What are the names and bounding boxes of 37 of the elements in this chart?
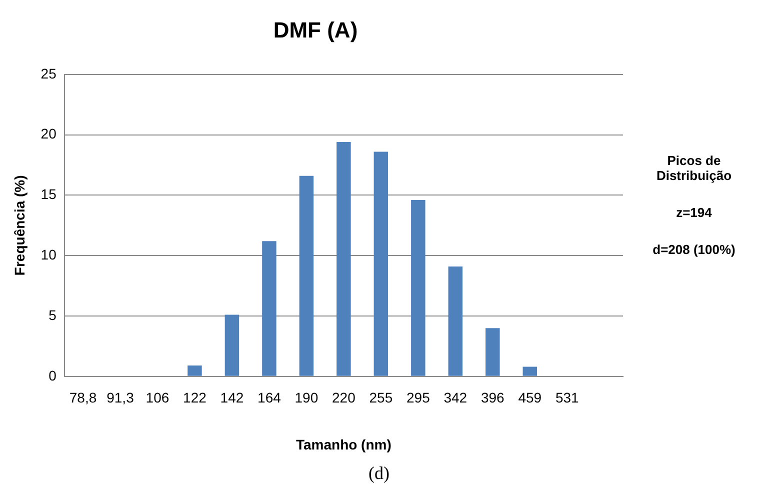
y-tick-label: 5 bbox=[48, 306, 57, 323]
x-tick-label: 91,3 bbox=[106, 390, 134, 406]
x-tick-label: 122 bbox=[183, 390, 207, 406]
x-tick-label: 295 bbox=[406, 390, 430, 406]
x-tick-label: 106 bbox=[146, 390, 170, 406]
x-tick-label: 396 bbox=[480, 390, 505, 406]
y-tick-label: 25 bbox=[40, 65, 57, 82]
bar bbox=[188, 366, 202, 376]
text: z=194 bbox=[675, 205, 713, 220]
bar bbox=[486, 328, 500, 376]
bar bbox=[336, 142, 351, 376]
chart-title: DMF (A) bbox=[273, 17, 358, 42]
bar bbox=[411, 200, 426, 376]
bar bbox=[374, 152, 388, 376]
bar bbox=[522, 366, 538, 376]
x-tick-label: 531 bbox=[555, 390, 580, 406]
x-tick-label: 164 bbox=[258, 390, 282, 406]
y-axis-title: Frequência (%) bbox=[11, 175, 28, 276]
text: Picos de Distribuição bbox=[655, 153, 733, 183]
x-tick-label: 78,8 bbox=[69, 390, 97, 406]
bar bbox=[262, 241, 276, 376]
x-tick-label: 190 bbox=[294, 390, 318, 406]
y-tick-label: 20 bbox=[40, 126, 57, 142]
y-tick-label: 10 bbox=[40, 246, 57, 262]
x-axis-title: Tamanho (nm) bbox=[296, 436, 392, 452]
bar bbox=[299, 176, 314, 376]
x-tick-label: 220 bbox=[332, 390, 356, 406]
y-tick-label: 0 bbox=[48, 367, 57, 384]
x-tick-label: 255 bbox=[369, 390, 393, 406]
bar bbox=[224, 314, 240, 376]
text: d=208 (100%) bbox=[652, 242, 736, 257]
text: (d) bbox=[368, 463, 390, 484]
y-tick-label: 15 bbox=[40, 186, 57, 202]
bar bbox=[448, 266, 463, 376]
x-tick-label: 459 bbox=[518, 390, 542, 406]
x-tick-label: 342 bbox=[444, 390, 468, 406]
x-tick-label: 142 bbox=[220, 390, 244, 406]
